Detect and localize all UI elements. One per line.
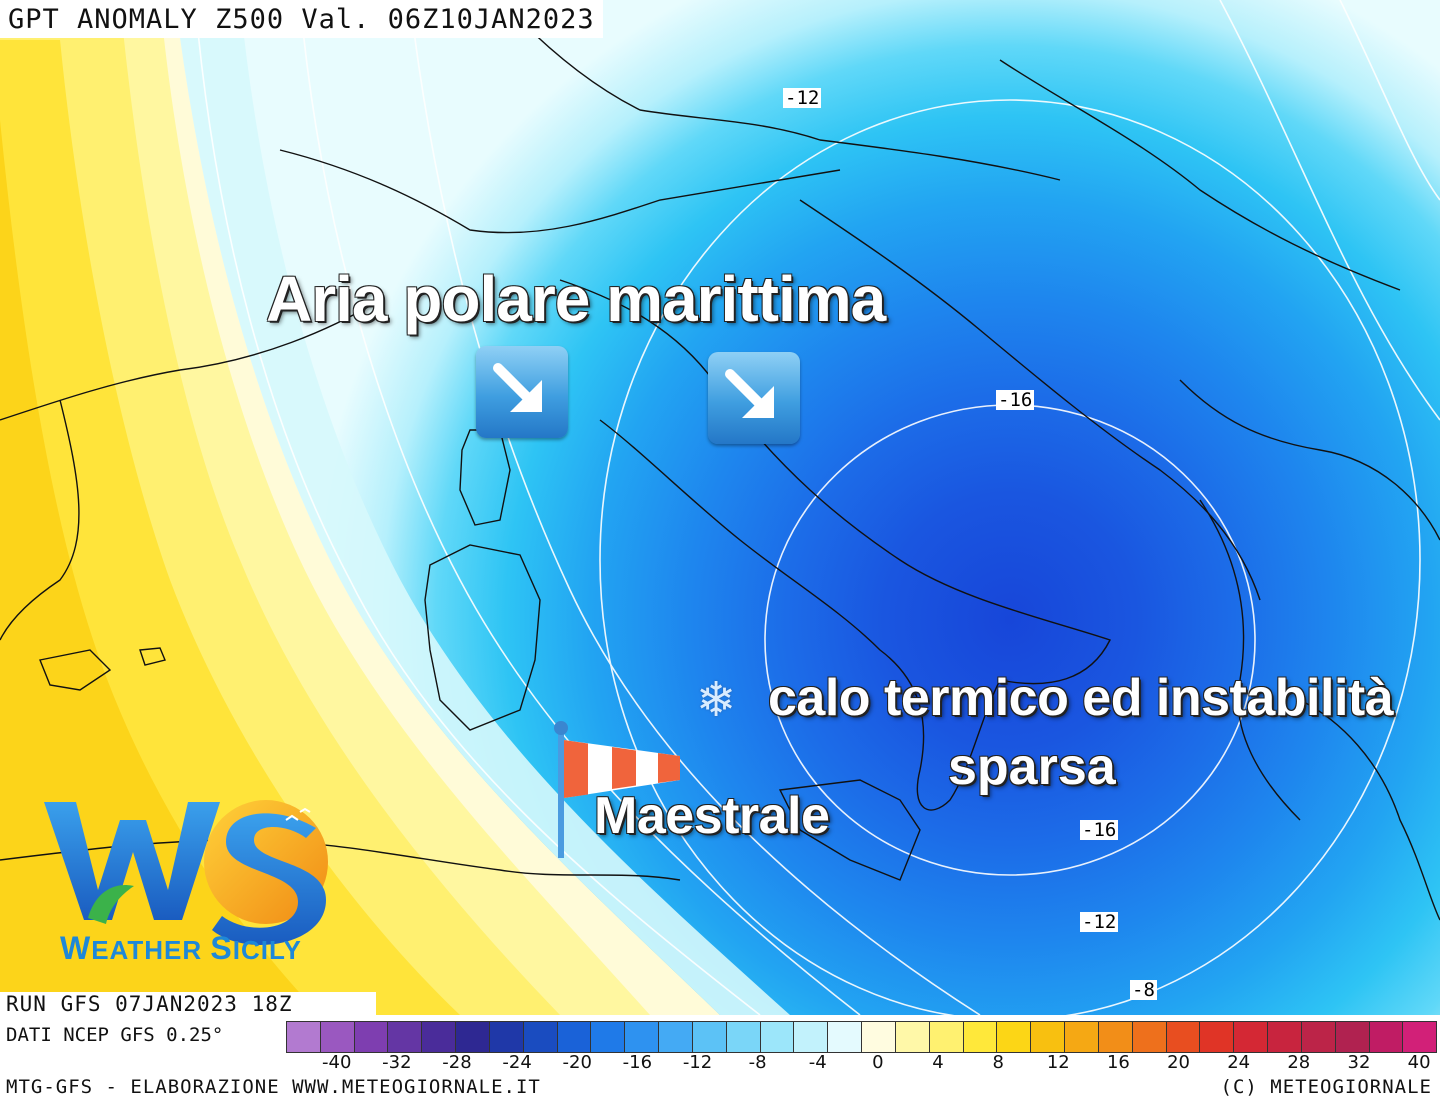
scale-swatch	[827, 1021, 863, 1053]
windsock-icon	[554, 721, 680, 858]
annotation-sparsa: sparsa	[948, 738, 1116, 796]
scale-swatch	[1233, 1021, 1269, 1053]
scale-tick-label: -12	[682, 1052, 713, 1073]
scale-swatch	[387, 1021, 423, 1053]
color-scale	[286, 1021, 1438, 1053]
scale-swatch	[1064, 1021, 1099, 1053]
scale-swatch	[996, 1021, 1032, 1053]
scale-swatch	[1402, 1021, 1438, 1053]
scale-swatch	[928, 1021, 964, 1053]
scale-swatch	[1334, 1021, 1370, 1053]
scale-tick-label: 4	[932, 1052, 944, 1073]
scale-tick-label: -20	[562, 1052, 592, 1073]
contour-label: -12	[783, 87, 822, 109]
scale-swatch	[1267, 1021, 1302, 1053]
scale-tick-label: 12	[1046, 1052, 1070, 1073]
headline-air-mass: Aria polare marittima	[266, 263, 886, 335]
scale-tick-label: 16	[1106, 1052, 1130, 1073]
scale-tick-label: 8	[992, 1052, 1004, 1073]
scale-tick-label: -32	[382, 1052, 412, 1073]
scale-swatch	[556, 1021, 592, 1053]
scale-swatch	[421, 1021, 457, 1053]
scale-tick-label: -16	[622, 1052, 653, 1073]
scale-swatch	[1199, 1021, 1235, 1053]
scale-swatch	[691, 1021, 727, 1053]
scale-swatch	[1131, 1021, 1167, 1053]
snowflake-icon: ❄	[696, 672, 737, 728]
scale-swatch	[894, 1021, 930, 1053]
scale-swatch	[1165, 1021, 1201, 1053]
map-title: GPT ANOMALY Z500 Val. 06Z10JAN2023	[0, 0, 603, 38]
scale-swatch	[1300, 1021, 1336, 1053]
scale-swatch	[1097, 1021, 1133, 1053]
scale-tick-label: -8	[748, 1052, 767, 1073]
contour-label: -16	[1080, 819, 1119, 841]
scale-swatch	[793, 1021, 829, 1053]
scale-tick-label: 40	[1407, 1052, 1431, 1073]
logo-text-icily: ICILY	[232, 935, 302, 965]
data-source: DATI NCEP GFS 0.25°	[6, 1024, 224, 1046]
scale-tick-label: -28	[442, 1052, 472, 1073]
scale-swatch	[455, 1021, 490, 1053]
logo-letter-w: W	[60, 930, 92, 966]
arrow-down-right-icon	[476, 346, 568, 438]
scale-tick-label: -4	[808, 1052, 827, 1073]
scale-swatch	[1368, 1021, 1404, 1053]
annotation-calo-termico: calo termico ed instabilità	[768, 669, 1394, 727]
scale-swatch	[353, 1021, 389, 1053]
contour-label: -12	[1080, 911, 1119, 933]
logo-letter-s: S	[210, 930, 233, 966]
logo-text-eather: EATHER	[91, 935, 211, 965]
scale-tick-label: -24	[502, 1052, 532, 1073]
scale-swatch	[624, 1021, 660, 1053]
scale-swatch	[1030, 1021, 1066, 1053]
scale-swatch	[658, 1021, 693, 1053]
logo-wordmark: WEATHER SICILY	[60, 930, 302, 967]
scale-swatch	[590, 1021, 626, 1053]
scale-swatch	[759, 1021, 795, 1053]
scale-tick-label: 28	[1287, 1052, 1311, 1073]
contour-label: -8	[1130, 979, 1157, 1001]
scale-swatch	[962, 1021, 998, 1053]
scale-tick-label: 0	[872, 1052, 884, 1073]
scale-tick-label: 32	[1347, 1052, 1371, 1073]
annotation-maestrale: Maestrale	[594, 787, 830, 845]
scale-swatch	[286, 1021, 321, 1053]
scale-swatch	[488, 1021, 524, 1053]
arrow-down-right-icon	[708, 352, 800, 444]
scale-swatch	[319, 1021, 355, 1053]
scale-tick-label: 24	[1227, 1052, 1251, 1073]
run-info: RUN GFS 07JAN2023 18Z	[0, 992, 376, 1016]
scale-tick-label: 20	[1167, 1052, 1191, 1073]
weather-sicily-logo	[44, 800, 328, 945]
color-scale-labels: -40 -32 -28 -24 -20 -16 -12 -8 -4 0 4 8 12 16 20 24 28 32…	[286, 1052, 1436, 1076]
footer-credits: MTG-GFS - ELABORAZIONE WWW.METEOGIORNALE…	[6, 1076, 541, 1098]
footer-copyright: (C) METEOGIORNALE	[1220, 1076, 1432, 1098]
scale-swatch	[522, 1021, 558, 1053]
scale-swatch	[861, 1021, 896, 1053]
contour-label: -16	[996, 389, 1035, 411]
scale-swatch	[725, 1021, 761, 1053]
scale-tick-label: -40	[322, 1052, 352, 1073]
